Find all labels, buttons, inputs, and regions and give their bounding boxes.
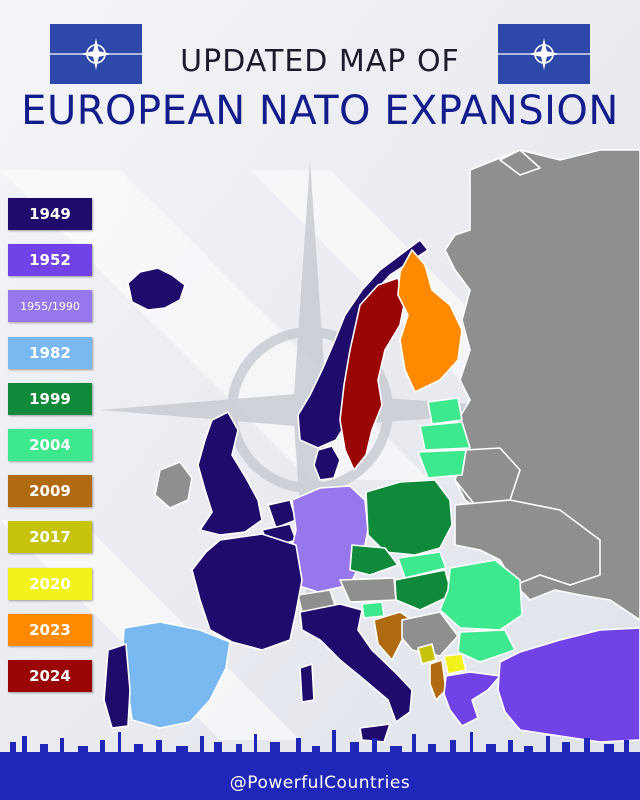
czechia <box>349 544 399 576</box>
legend-item-1982: 1982 <box>8 336 92 369</box>
footer-bar <box>0 766 640 800</box>
novaya-zemlya <box>499 149 541 176</box>
albania <box>429 659 447 701</box>
slovakia <box>397 551 447 579</box>
poland <box>365 479 453 556</box>
legend-item-2020: 2020 <box>8 567 92 600</box>
legend-item-1952: 1952 <box>8 244 92 277</box>
legend-item-1949: 1949 <box>8 198 92 230</box>
nato-flag-left <box>50 24 142 84</box>
latvia <box>419 421 471 451</box>
estonia <box>427 397 463 425</box>
france <box>191 533 303 651</box>
turkey <box>497 627 640 743</box>
serbia-bosnia <box>401 611 459 657</box>
iceland <box>127 267 186 311</box>
north-macedonia <box>443 653 467 675</box>
footer-handle: @PowerfulCountries <box>229 773 411 793</box>
city-skyline-icon <box>0 730 640 768</box>
finland <box>397 249 463 393</box>
title-line-1: UPDATED MAP OF <box>180 44 460 79</box>
legend-item-2004: 2004 <box>8 428 92 461</box>
italy <box>299 603 413 723</box>
europe-map <box>103 149 640 743</box>
greece <box>443 671 501 727</box>
title-line-2: EUROPEAN NATO EXPANSION <box>21 88 619 134</box>
nato-flag-right <box>498 24 590 84</box>
legend-item-2024: 2024 <box>8 659 92 692</box>
legend-item-1955-1990: 1955/1990 <box>8 290 92 323</box>
sicily <box>359 723 391 743</box>
denmark <box>313 445 341 481</box>
portugal <box>103 643 131 729</box>
ireland <box>154 461 193 509</box>
legend: 1949 1952 1955/1990 1982 1999 2004 2009 2017 202… <box>8 198 92 706</box>
legend-item-2023: 2023 <box>8 613 92 646</box>
lithuania <box>417 449 467 479</box>
montenegro <box>417 643 437 665</box>
united-kingdom <box>197 411 263 536</box>
sardinia <box>299 663 315 703</box>
slovenia <box>361 601 385 619</box>
legend-item-2017: 2017 <box>8 521 92 554</box>
bulgaria <box>457 629 516 663</box>
legend-item-2009: 2009 <box>8 475 92 508</box>
ukraine <box>454 499 601 586</box>
legend-item-1999: 1999 <box>8 382 92 415</box>
austria <box>339 577 397 603</box>
